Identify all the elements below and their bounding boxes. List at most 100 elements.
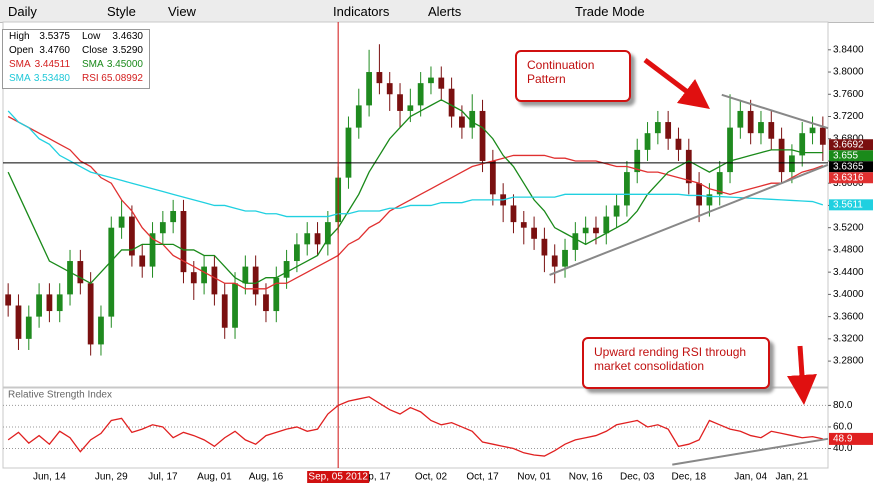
info-box: High 3.5375 Low 3.4630 Open 3.4760 Close 3.5290… [2, 29, 150, 89]
y-tick-label: 3.2800 [833, 356, 864, 367]
candle-body [665, 122, 672, 139]
candle-body [366, 72, 372, 106]
info-cell: Open 3.4760 [3, 44, 76, 58]
x-tick-label: Aug, 16 [249, 472, 284, 483]
value-badge [829, 432, 873, 445]
y-tick-label: 40.0 [833, 443, 853, 454]
y-tick-label: 3.7200 [833, 111, 864, 122]
toolbar-button[interactable]: Style [107, 4, 136, 19]
info-label: Low [82, 31, 101, 42]
candle-body [593, 227, 599, 234]
value-badge-label: 3.5611 [833, 199, 863, 210]
candle-body [190, 272, 197, 284]
x-tick-label: Dec, 03 [620, 472, 655, 483]
candle-body [562, 249, 568, 267]
candle-body [819, 127, 826, 145]
toolbar-button[interactable]: Indicators [333, 4, 390, 19]
line [7, 115, 824, 290]
value-badge [829, 150, 873, 162]
candle-body [201, 266, 207, 284]
candle-body [469, 110, 476, 128]
value-badge [829, 161, 873, 173]
candle-body [407, 105, 414, 111]
line [7, 99, 823, 285]
candle-body [737, 110, 744, 128]
trendline [549, 163, 829, 276]
y-tick-label: 3.4800 [833, 245, 864, 256]
info-cell: SMA 3.45000 [76, 58, 149, 72]
x-tick-label: Nov, 16 [569, 472, 603, 483]
candle-body [46, 294, 53, 312]
candle-body [706, 194, 713, 206]
info-value: 3.45000 [106, 59, 143, 70]
candle-body [428, 77, 434, 84]
candle-body [624, 172, 630, 206]
info-label: RSI [82, 73, 99, 84]
info-row: Open 3.4760 Close 3.5290 [3, 44, 149, 58]
candle-body [438, 77, 445, 89]
x-tick-label: Jun, 14 [33, 472, 66, 483]
y-tick-label: 80.0 [833, 400, 853, 411]
info-value: 3.5375 [39, 31, 70, 42]
candle-body [263, 294, 269, 312]
annotation-line: Pattern [527, 72, 566, 86]
info-label: Open [9, 45, 34, 56]
candle-body [582, 227, 589, 234]
x-tick-label: p, 17 [368, 472, 391, 483]
toolbar-button[interactable]: View [168, 4, 196, 19]
candle-body [232, 283, 238, 328]
x-tick-label: Jan, 21 [776, 472, 809, 483]
info-label: SMA [9, 59, 31, 70]
toolbar-button[interactable]: Alerts [428, 4, 462, 19]
candle-body [242, 266, 249, 284]
y-tick-label: 3.5200 [833, 222, 864, 233]
candle-body [541, 238, 548, 256]
candle-body [727, 127, 733, 173]
candle-body [716, 172, 723, 195]
candle-body [520, 222, 527, 228]
x-tick-label: Oct, 17 [466, 472, 499, 483]
candle-body [221, 294, 228, 328]
candle-body [799, 133, 806, 156]
x-tick-label: Aug, 01 [197, 472, 232, 483]
x-tick-label: Sep, 05 2012 [308, 472, 368, 483]
candle-body [376, 72, 383, 84]
candle-body [603, 216, 610, 234]
toolbar-button[interactable]: Daily [8, 4, 37, 19]
info-cell: SMA 3.44511 [3, 58, 76, 72]
candle-body [355, 105, 362, 128]
value-badge-label: 3.6365 [833, 161, 864, 172]
info-row: High 3.5375 Low 3.4630 [3, 30, 149, 44]
candle-body [129, 216, 135, 256]
line [7, 110, 824, 218]
candle-body [809, 127, 816, 134]
candle-body [758, 122, 764, 134]
x-tick-label: Oct, 02 [415, 472, 448, 483]
candle-body [345, 127, 352, 178]
candle-body [644, 133, 651, 150]
y-tick-label: 3.3200 [833, 334, 864, 345]
value-badge-label: 3.655 [833, 150, 858, 161]
line [7, 396, 823, 457]
value-badge-label: 48.9 [833, 434, 853, 445]
candle-body [778, 138, 785, 173]
candle-body [36, 294, 42, 317]
candle-body [118, 216, 125, 228]
y-tick-label: 3.3600 [833, 311, 864, 322]
candle-body [211, 266, 218, 295]
candle-body [654, 122, 661, 134]
candle-body [417, 83, 424, 106]
trendline [672, 437, 829, 466]
x-tick-label: Nov, 01 [517, 472, 551, 483]
candle-body [159, 222, 166, 234]
candle-body [675, 138, 682, 150]
candle-body [139, 255, 146, 267]
arrow [787, 345, 817, 405]
candle-body [696, 183, 702, 206]
toolbar-button[interactable]: Trade Mode [575, 4, 645, 19]
x-tick-label: Jan, 04 [734, 472, 767, 483]
trendline [721, 93, 829, 130]
candle-body [324, 222, 331, 245]
candle-body [448, 88, 455, 117]
